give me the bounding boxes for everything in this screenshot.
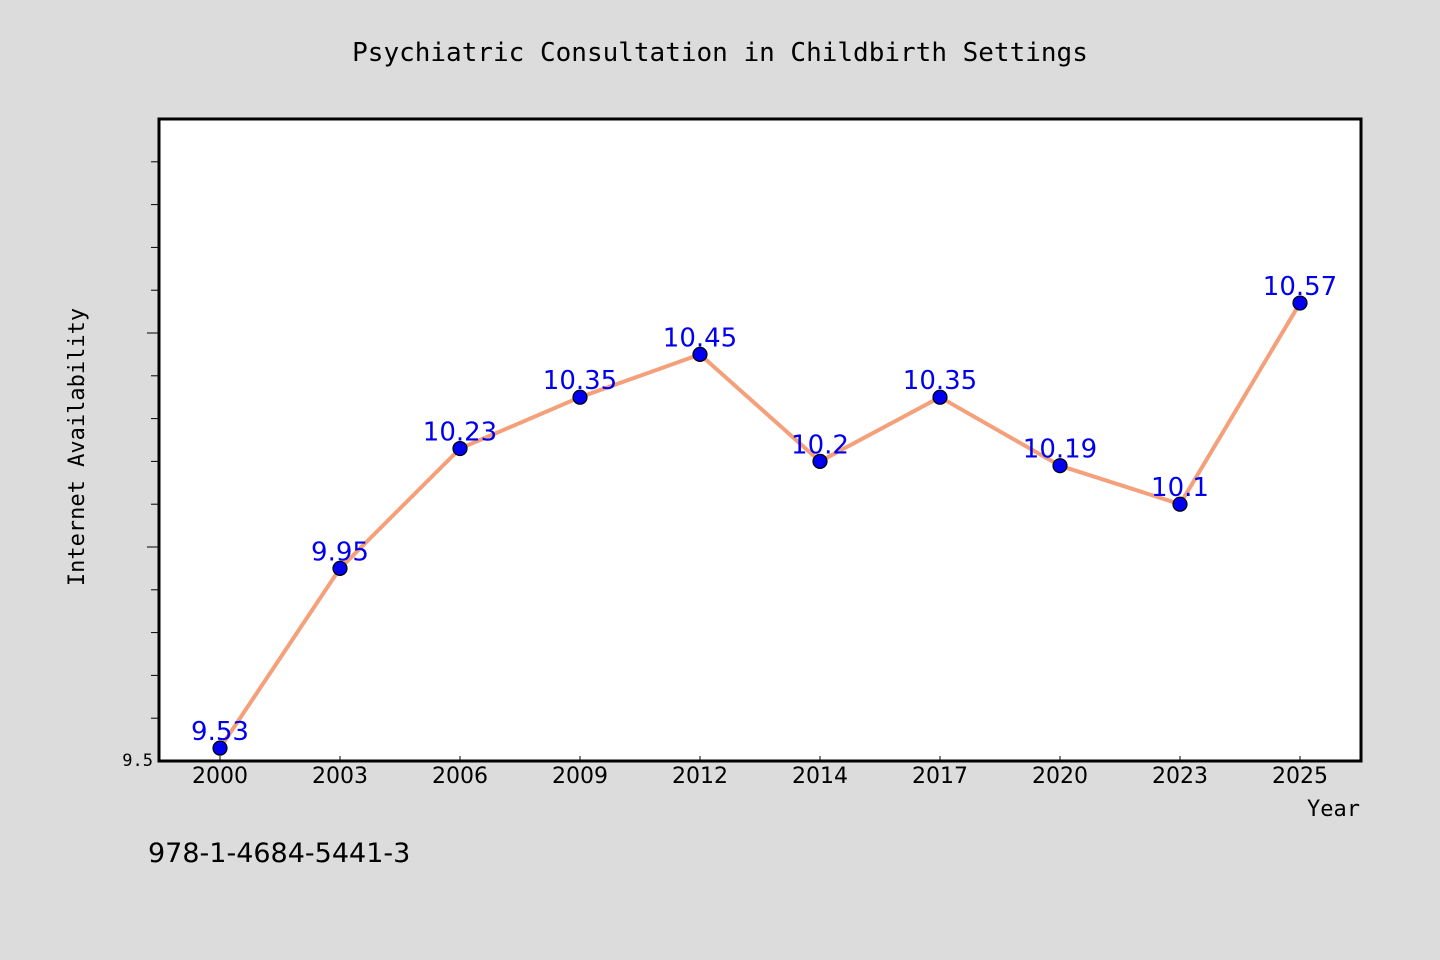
data-label: 10.2 (791, 430, 849, 460)
series-line (218, 301, 1302, 751)
data-point (932, 389, 948, 405)
x-tick-label: 2009 (552, 764, 608, 789)
plot-area (157, 117, 1363, 763)
data-point (212, 740, 228, 756)
data-point (572, 389, 588, 405)
x-tick-label: 2025 (1272, 764, 1328, 789)
data-label: 10.35 (903, 366, 977, 396)
chart-title: Psychiatric Consultation in Childbirth S… (352, 38, 1088, 68)
x-tick-label: 2023 (1152, 764, 1208, 789)
data-label: 9.53 (191, 717, 249, 747)
y-axis-tick-labels: 9.5 (122, 751, 153, 771)
series-group: 9.53 9.95 10.23 10.35 10.45 10.2 10.35 10.19 10.… (191, 272, 1337, 756)
y-axis-ticks (147, 161, 159, 719)
data-label: 10.23 (423, 418, 497, 448)
x-axis-tick-labels: 2000 2003 2006 2009 2012 2014 2017 2020 2023 2025 (192, 764, 1328, 789)
data-point (452, 440, 468, 457)
isbn-label: 978-1-4684-5441-3 (148, 838, 410, 869)
data-label: 10.35 (543, 366, 617, 396)
data-label: 10.1 (1151, 473, 1209, 503)
x-tick-label: 2006 (432, 764, 488, 789)
data-label: 10.45 (663, 323, 737, 353)
data-label: 10.57 (1263, 272, 1337, 302)
x-tick-label: 2020 (1032, 764, 1088, 789)
x-axis-title: Year (1307, 797, 1360, 822)
data-point (1172, 496, 1188, 512)
x-axis-ticks (219, 756, 1301, 761)
x-tick-label: 2014 (792, 764, 848, 789)
data-point (692, 346, 708, 362)
y-axis-title: Internet Availability (65, 308, 90, 586)
data-point (812, 453, 828, 469)
data-point (1052, 458, 1068, 474)
data-label: 9.95 (311, 537, 369, 567)
x-tick-label: 2017 (912, 764, 968, 789)
data-point (1292, 295, 1308, 311)
y-tick-label: 9.5 (122, 751, 153, 771)
x-tick-label: 2003 (312, 764, 368, 789)
x-tick-label: 2012 (672, 764, 728, 789)
data-point (332, 560, 348, 577)
x-tick-label: 2000 (192, 764, 248, 789)
data-label: 10.19 (1023, 435, 1097, 465)
